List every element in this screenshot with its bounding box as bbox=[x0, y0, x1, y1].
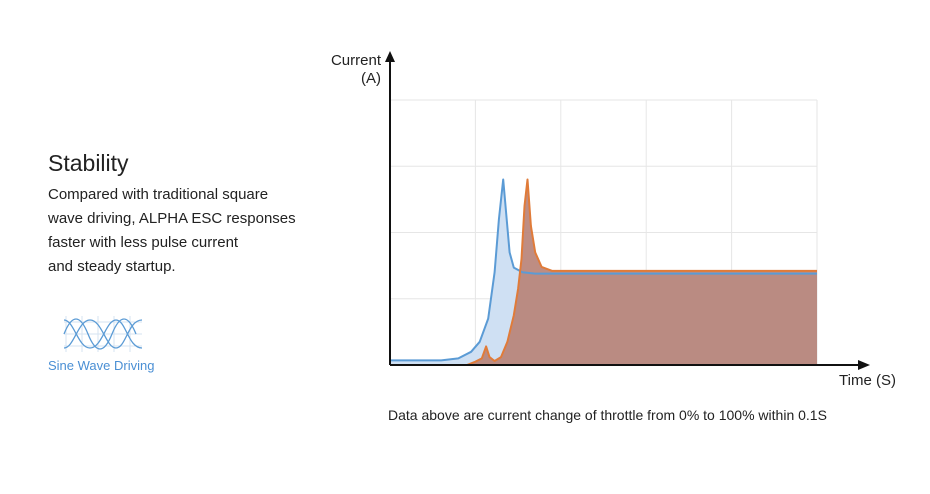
feature-description-line: wave driving, ALPHA ESC responses bbox=[48, 210, 296, 227]
chart-axes bbox=[385, 51, 870, 370]
y-axis-label-line: (A) bbox=[361, 70, 381, 87]
series-area-2 bbox=[390, 179, 817, 365]
feature-description-line: and steady startup. bbox=[48, 258, 176, 275]
y-axis-label-line: Current bbox=[331, 52, 382, 69]
feature-text-block: Stability Compared with traditional squa… bbox=[48, 150, 348, 279]
chart-series bbox=[390, 178, 817, 366]
sine-wave-icon bbox=[63, 316, 143, 352]
chart-caption: Data above are current change of throttl… bbox=[388, 407, 827, 423]
feature-description-line: Compared with traditional square bbox=[48, 186, 269, 203]
y-axis-arrow-icon bbox=[385, 51, 395, 62]
feature-description-line: faster with less pulse current bbox=[48, 234, 239, 251]
feature-title: Stability bbox=[48, 150, 129, 176]
x-axis-label: Time (S) bbox=[839, 372, 896, 389]
sine-wave-badge: Sine Wave Driving bbox=[48, 312, 178, 373]
sine-wave-label: Sine Wave Driving bbox=[48, 358, 155, 373]
series-line-2 bbox=[390, 178, 817, 366]
x-axis-arrow-icon bbox=[858, 360, 870, 370]
